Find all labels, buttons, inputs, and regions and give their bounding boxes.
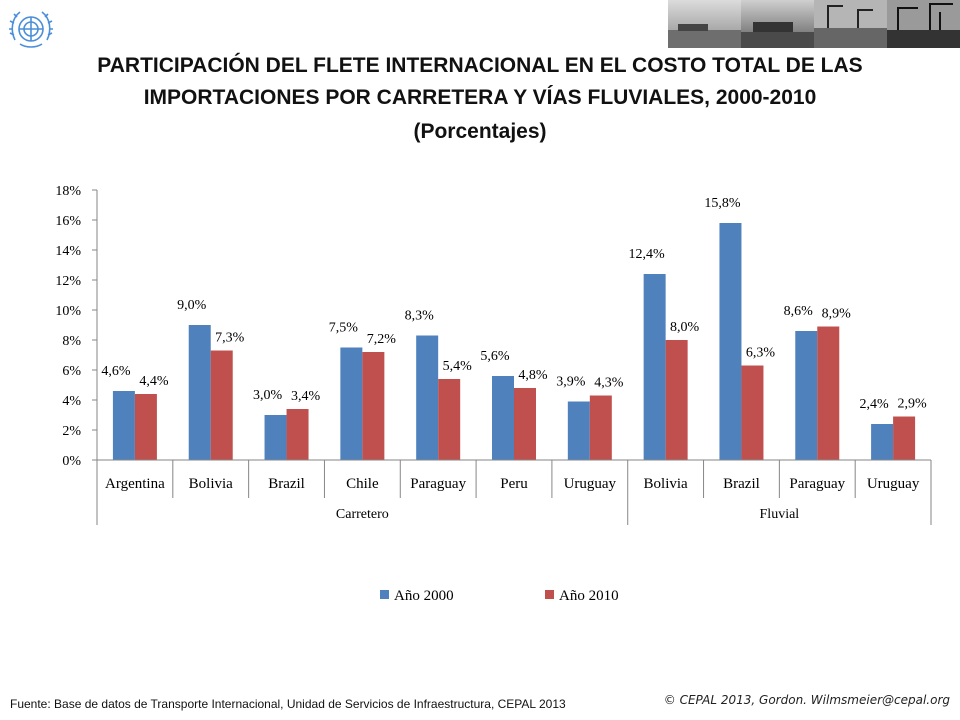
data-label: 2,4% bbox=[860, 397, 890, 412]
bar-2000 bbox=[795, 331, 818, 460]
data-label: 12,4% bbox=[629, 247, 666, 262]
y-tick-label: 2% bbox=[62, 424, 81, 439]
data-label: 2,9% bbox=[898, 397, 928, 412]
bar-2000 bbox=[871, 424, 894, 460]
data-label: 8,9% bbox=[822, 307, 852, 322]
port-banner-image bbox=[668, 0, 960, 48]
legend-swatch bbox=[380, 590, 389, 599]
data-label: 3,4% bbox=[291, 389, 321, 404]
bar-2010 bbox=[438, 379, 461, 460]
data-label: 8,6% bbox=[784, 304, 814, 319]
bar-2010 bbox=[514, 388, 536, 460]
bar-2010 bbox=[817, 326, 840, 460]
chart-title-line-1: PARTICIPACIÓN DEL FLETE INTERNACIONAL EN… bbox=[97, 54, 863, 77]
bar-2010 bbox=[893, 416, 916, 460]
legend-swatch bbox=[545, 590, 554, 599]
data-label: 9,0% bbox=[177, 298, 207, 313]
data-label: 15,8% bbox=[704, 196, 741, 211]
x-tick-label: Uruguay bbox=[564, 476, 617, 492]
x-tick-label: Bolivia bbox=[189, 476, 234, 492]
y-tick-label: 8% bbox=[62, 334, 81, 349]
y-tick-label: 14% bbox=[55, 244, 81, 259]
bar-2010 bbox=[210, 350, 233, 460]
data-label: 5,6% bbox=[480, 349, 510, 364]
data-label: 7,5% bbox=[329, 321, 359, 336]
x-tick-label: Chile bbox=[346, 476, 379, 492]
title-block: PARTICIPACIÓN DEL FLETE INTERNACIONAL EN… bbox=[0, 50, 960, 148]
y-tick-label: 6% bbox=[62, 364, 81, 379]
y-tick-label: 10% bbox=[55, 304, 81, 319]
legend-label: Año 2000 bbox=[394, 588, 454, 604]
data-label: 3,9% bbox=[556, 375, 586, 390]
legend: Año 2000 Año 2010 bbox=[380, 588, 619, 604]
data-label: 8,0% bbox=[670, 320, 700, 335]
chart-subtitle: (Porcentajes) bbox=[413, 120, 547, 143]
data-label: 4,3% bbox=[594, 376, 624, 391]
data-label: 6,3% bbox=[746, 346, 776, 361]
y-axis: 0% 2% 4% 6% 8% 10% 12% 14% 16% 18% bbox=[55, 184, 98, 469]
bar-2000 bbox=[719, 223, 742, 460]
y-tick-label: 12% bbox=[55, 274, 81, 289]
x-tick-label: Bolivia bbox=[644, 476, 689, 492]
data-label: 4,4% bbox=[139, 374, 169, 389]
bar-2000 bbox=[188, 325, 211, 460]
x-tick-label: Brazil bbox=[268, 476, 305, 492]
bar-2000 bbox=[112, 391, 135, 460]
data-labels: 4,6% 9,0% 3,0% 7,5% 8,3% 5,6% 3,9% 12,4% 15,8% 8,… bbox=[101, 196, 927, 412]
data-label: 5,4% bbox=[443, 359, 473, 374]
y-tick-label: 18% bbox=[55, 184, 81, 199]
group-label: Fluvial bbox=[760, 507, 800, 522]
source-note: Fuente: Base de datos de Transporte Inte… bbox=[10, 697, 566, 711]
data-label: 8,3% bbox=[405, 309, 435, 324]
legend-label: Año 2010 bbox=[559, 588, 619, 604]
bar-2010 bbox=[286, 409, 309, 460]
data-label: 7,3% bbox=[215, 331, 245, 346]
data-label: 4,6% bbox=[101, 364, 131, 379]
un-logo-icon bbox=[9, 11, 53, 48]
copyright-note: © CEPAL 2013, Gordon. Wilmsmeier@cepal.o… bbox=[663, 693, 950, 707]
bar-2010 bbox=[589, 395, 612, 460]
bars bbox=[112, 223, 916, 460]
y-tick-label: 0% bbox=[62, 454, 81, 469]
bar-2010 bbox=[362, 352, 385, 460]
data-label: 7,2% bbox=[367, 332, 397, 347]
y-tick-label: 4% bbox=[62, 394, 81, 409]
x-tick-label: Paraguay bbox=[410, 476, 466, 492]
chart-title-line-2: IMPORTACIONES POR CARRETERA Y VÍAS FLUVI… bbox=[143, 86, 817, 109]
bar-2000 bbox=[492, 376, 514, 460]
x-axis: Argentina Bolivia Brazil Chile Paraguay Peru U… bbox=[96, 459, 932, 525]
x-tick-label: Uruguay bbox=[867, 476, 920, 492]
bar-2000 bbox=[567, 401, 590, 460]
bar-2000 bbox=[340, 347, 363, 460]
group-label: Carretero bbox=[336, 507, 389, 522]
data-label: 3,0% bbox=[253, 388, 283, 403]
bar-2010 bbox=[741, 365, 764, 460]
x-tick-label: Brazil bbox=[723, 476, 760, 492]
bar-2010 bbox=[665, 340, 688, 460]
bar-2000 bbox=[264, 415, 287, 460]
x-tick-label: Argentina bbox=[105, 476, 165, 492]
y-tick-label: 16% bbox=[55, 214, 81, 229]
x-tick-label: Peru bbox=[500, 476, 528, 492]
bar-2000 bbox=[416, 335, 439, 460]
bar-2000 bbox=[643, 274, 666, 460]
data-label: 4,8% bbox=[518, 368, 548, 383]
bar-2010 bbox=[134, 394, 157, 460]
x-tick-label: Paraguay bbox=[789, 476, 845, 492]
